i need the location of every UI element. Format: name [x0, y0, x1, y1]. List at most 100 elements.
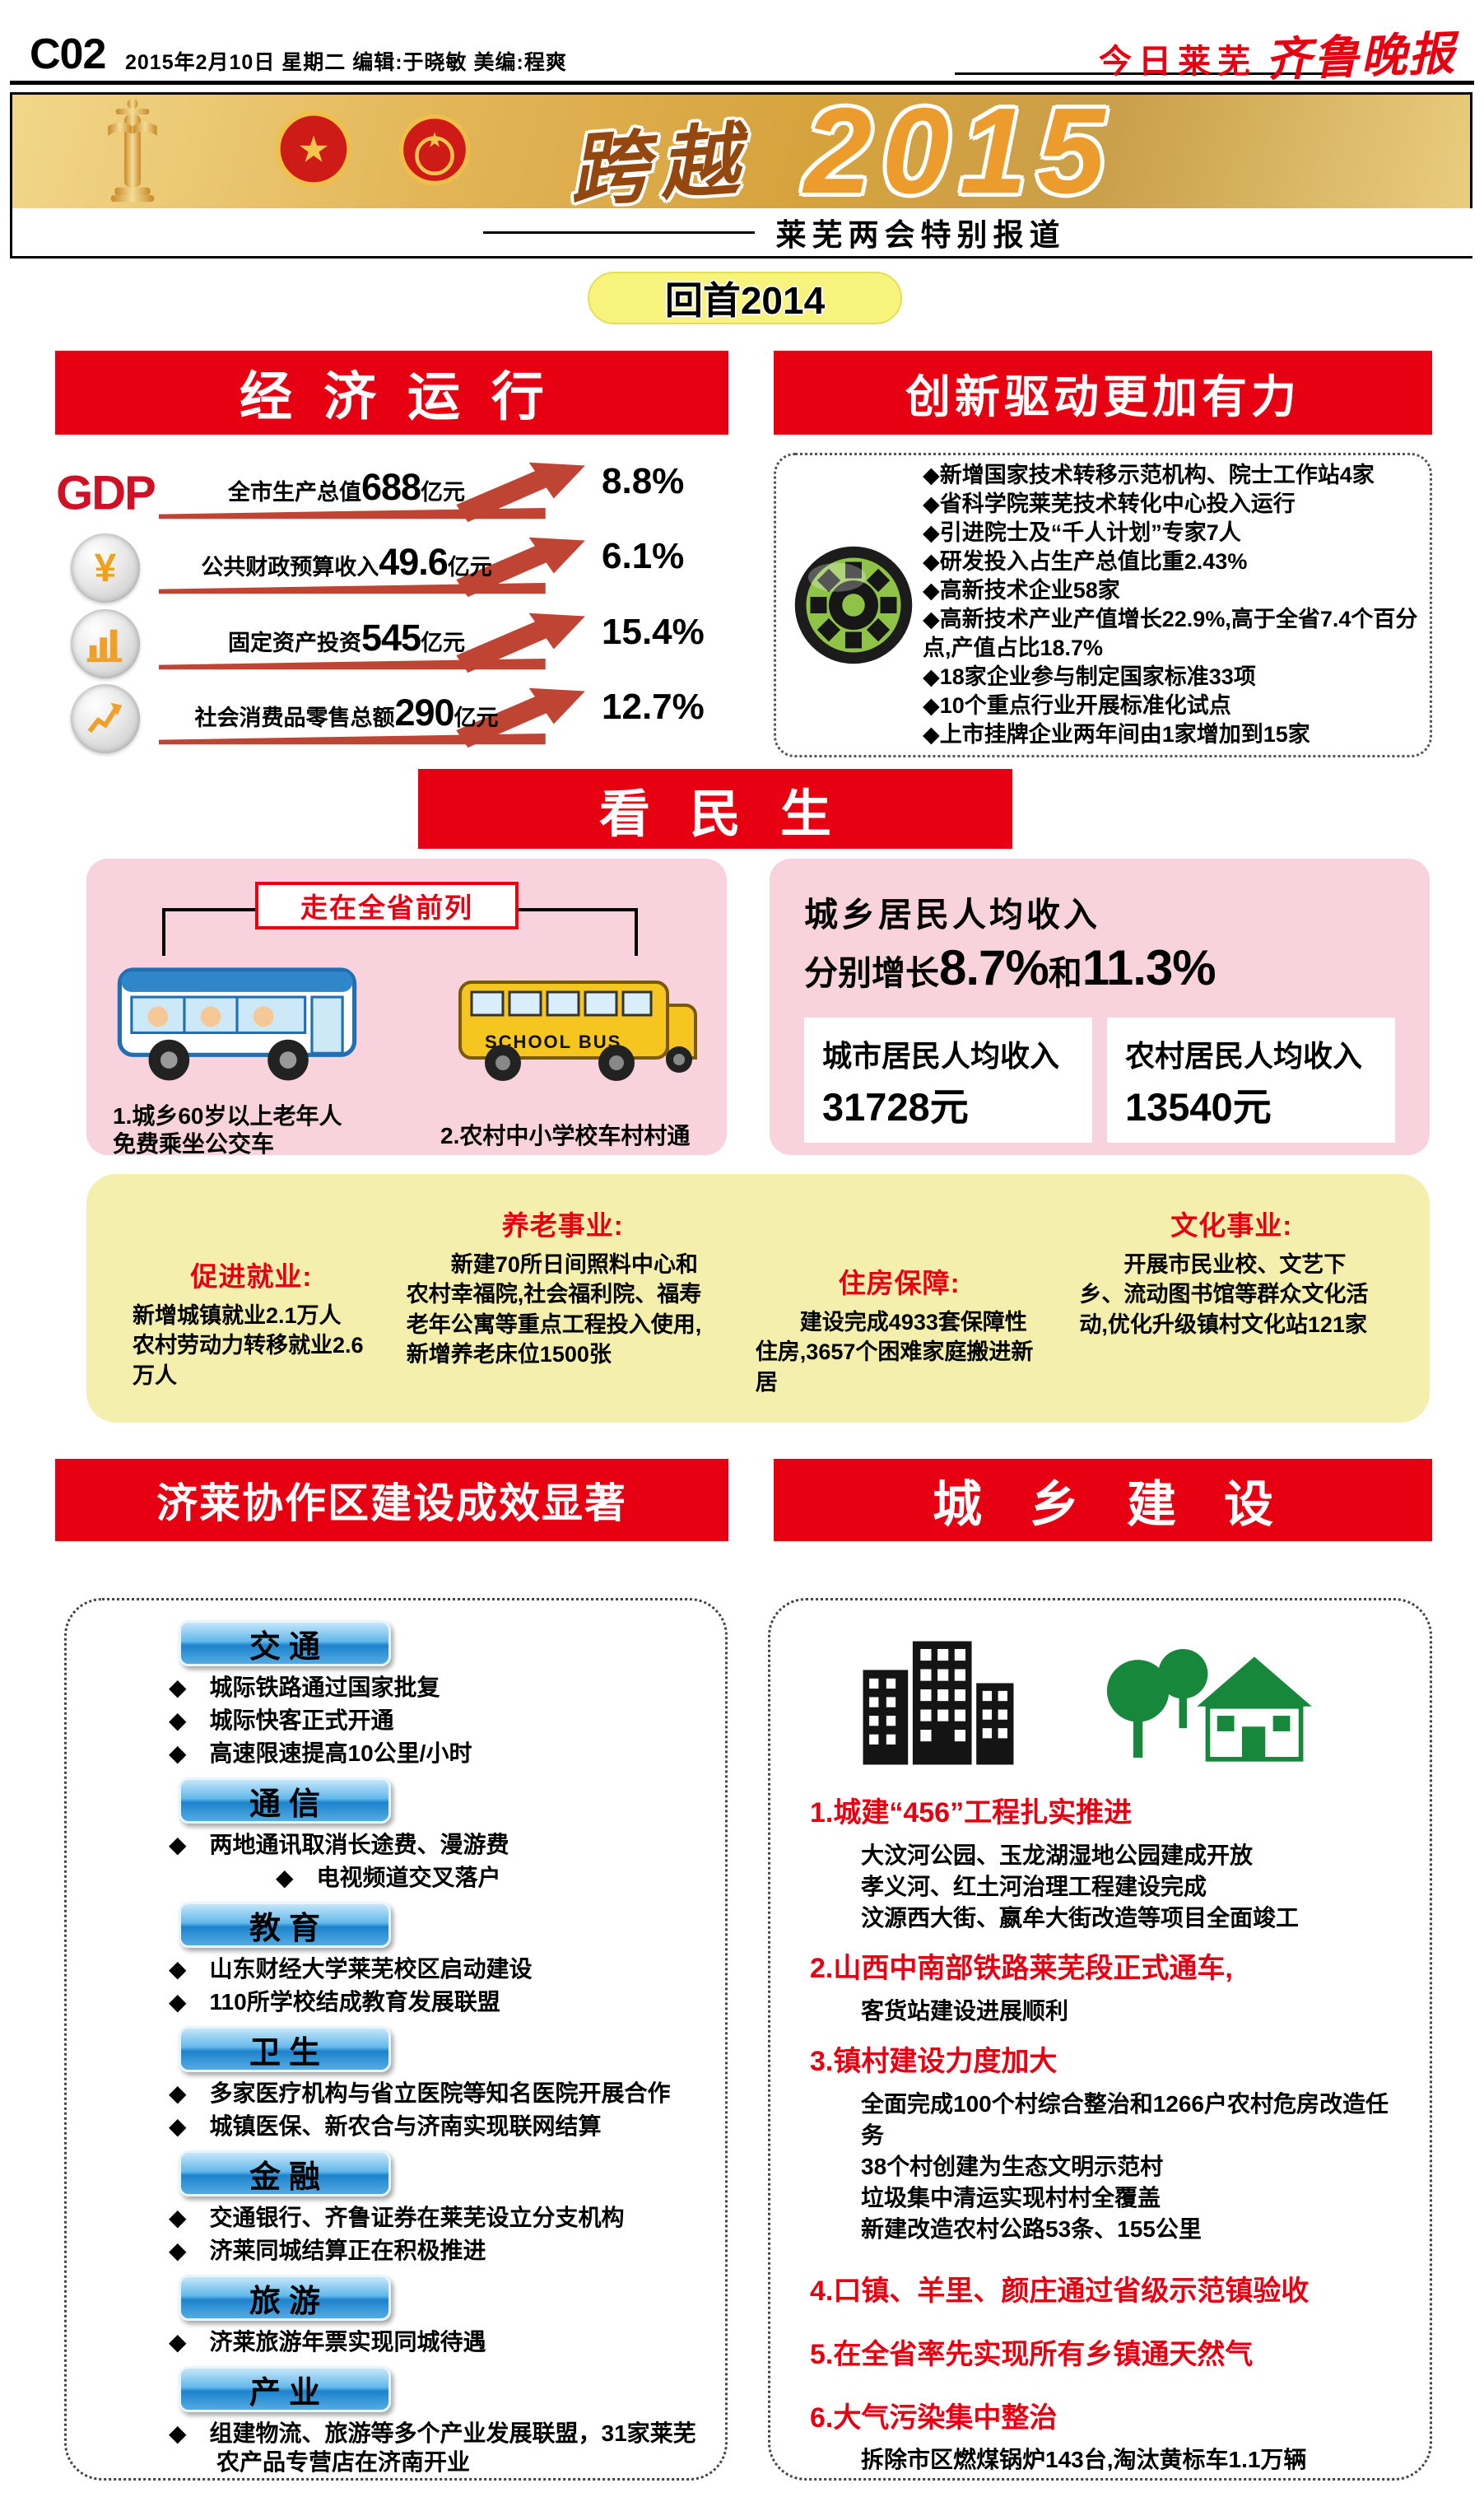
label-value: 290: [394, 691, 454, 734]
growth-prefix: 分别增长: [804, 954, 939, 992]
banner-artwork: ★ ★ 跨越 2015: [12, 95, 1470, 208]
highlight-title: 住房保障:: [838, 1268, 961, 1298]
economy-row-label: 全市生产总值688亿元: [162, 466, 531, 509]
highlight-body: 新建70所日间照料中心和农村幸福院,社会福利院、福寿老年公寓等重点工程投入使用,…: [406, 1252, 702, 1367]
yuan-coin-icon: ¥: [71, 533, 140, 603]
gear-icon: [784, 543, 923, 667]
urban-item-title: 1.城建“456”工程扎实推进: [810, 1797, 1133, 1829]
up-arrow-icon: [159, 683, 605, 749]
school-bus-illustration: SCHOOL BUS: [455, 951, 702, 1103]
urban-item-title: 6.大气污染集中整治: [810, 2402, 1058, 2434]
economy-row-investment: 固定资产投资545亿元 15.4%: [55, 608, 728, 679]
masthead-date-line: 2015年2月10日 星期二 编辑:于晓敏 美编:程爽: [125, 51, 567, 74]
innovation-bullet-list: ◆新增国家技术转移示范机构、院士工作站4家 ◆省科学院莱芜技术转化中心投入运行 …: [923, 461, 1418, 750]
label-prefix: 全市生产总值: [227, 480, 361, 505]
economy-row-label: 固定资产投资545亿元: [162, 617, 531, 659]
urban-item-title: 5.在全省率先实现所有乡镇通天然气: [810, 2338, 1254, 2370]
livelihood-highlights-panel: 促进就业: 新增城镇就业2.1万人 农村劳动力转移就业2.6万人 养老事业: 新…: [86, 1174, 1430, 1423]
income-card-label: 城市居民人均收入: [822, 1039, 1060, 1073]
label-suffix: 亿元: [421, 480, 466, 505]
label-prefix: 社会消费品零售总额: [194, 705, 395, 730]
bullet-item: ◆新增国家技术转移示范机构、院士工作站4家: [923, 462, 1375, 487]
line-chart-icon: [71, 683, 140, 753]
buildings-icon: [856, 1635, 1021, 1775]
list-item: ◆ 110所学校结成教育发展联盟: [169, 1989, 500, 2015]
list-item: ◆ 山东财经大学莱芜校区启动建设: [169, 1956, 533, 1982]
urban-item-title: 2.山西中南部铁路莱芜段正式通车,: [810, 1953, 1233, 1985]
label-suffix: 亿元: [447, 555, 492, 580]
highlight-title: 文化事业:: [1170, 1210, 1293, 1241]
pioneer-badge: 走在全省前列: [255, 882, 519, 929]
huabiao-pillar-icon: [101, 96, 164, 208]
income-card-value: 31728元: [822, 1085, 969, 1129]
jilai-section-header: 济莱协作区建设成效显著: [55, 1459, 728, 1541]
growth-and: 和: [1048, 954, 1082, 992]
highlight-elderly-care: 养老事业: 新建70所日间照料中心和农村幸福院,社会福利院、福寿老年公寓等重点工…: [407, 1204, 719, 1401]
banner-title-script: 跨越: [566, 115, 754, 208]
label-suffix: 亿元: [454, 705, 499, 730]
income-title: 城乡居民人均收入: [804, 896, 1100, 934]
special-report-banner: ★ ★ 跨越 2015 莱芜两会特别报道: [10, 92, 1484, 259]
label-prefix: 固定资产投资: [227, 630, 361, 655]
list-item: ◆ 多家医疗机构与省立医院等知名医院开展合作: [169, 2080, 671, 2106]
urban-icons-row: [856, 1635, 1393, 1775]
label-prefix: 公共财政预算收入: [201, 555, 379, 580]
bracket-line: [162, 908, 165, 956]
highlight-title: 促进就业:: [190, 1261, 313, 1292]
rural-income-card: 农村居民人均收入 13540元: [1107, 1018, 1395, 1143]
urban-income-card: 城市居民人均收入 31728元: [804, 1018, 1092, 1143]
highlight-employment: 促进就业: 新增城镇就业2.1万人 农村劳动力转移就业2.6万人: [133, 1204, 370, 1401]
label-value: 545: [361, 616, 421, 659]
economy-row-label: 公共财政预算收入49.6亿元: [162, 541, 531, 584]
svg-text:★: ★: [297, 129, 330, 170]
highlight-housing: 住房保障: 建设完成4933套保障性住房,3657个困难家庭搬进新居: [756, 1204, 1044, 1401]
urban-panel: 1.城建“456”工程扎实推进 大汶河公园、玉龙湖湿地公园建成开放 孝义河、红土…: [768, 1598, 1432, 2481]
bus-caption-2: 2.农村中小学校车村村通: [440, 1123, 691, 1148]
up-arrow-icon: [159, 533, 605, 599]
growth-percent: 6.1%: [602, 536, 685, 577]
banner-subtitle-strip: 莱芜两会特别报道: [45, 208, 1484, 256]
economy-row-retail: 社会消费品零售总额290亿元 12.7%: [55, 683, 728, 754]
economy-row-gdp: GDP 全市生产总值688亿元 8.8%: [55, 458, 728, 529]
highlight-culture: 文化事业: 开展市民业校、文艺下乡、流动图书馆等群众文化活动,优化升级镇村文化站…: [1079, 1204, 1384, 1401]
category-badge-finance: 金融: [179, 2150, 391, 2197]
bullet-item: ◆上市挂牌企业两年间由1家增加到15家: [923, 722, 1310, 748]
category-badge-telecom: 通信: [179, 1777, 391, 1824]
economy-row-label: 社会消费品零售总额290亿元: [162, 692, 531, 734]
list-item: ◆ 交通银行、齐鲁证券在莱芜设立分支机构: [169, 2205, 625, 2230]
banner-subtitle: 莱芜两会特别报道: [775, 218, 1066, 252]
newspaper-brand: 今日莱芜 齐鲁晚报: [1099, 20, 1457, 86]
banner-title-year: 2015: [804, 95, 1115, 208]
list-item: ◆ 济莱旅游年票实现同城待遇: [169, 2329, 486, 2355]
gdp-label: GDP: [56, 466, 156, 520]
innovation-panel: ◆新增国家技术转移示范机构、院士工作站4家 ◆省科学院莱芜技术转化中心投入运行 …: [774, 453, 1432, 757]
masthead-rule: [10, 81, 1474, 85]
national-emblem-icon: ★: [274, 109, 353, 193]
list-item: ◆ 两地通讯取消长途费、漫游费: [169, 1832, 509, 1857]
jilai-panel: 交通 ◆ 城际铁路通过国家批复 ◆ 城际快客正式开通 ◆ 高速限速提高10公里/…: [64, 1598, 728, 2481]
growth-percent: 12.7%: [602, 686, 705, 727]
livelihood-section-header: 看民生: [418, 769, 1012, 849]
list-item: ◆ 城镇医保、新农合与济南实现联网结算: [169, 2113, 602, 2139]
urban-item-details: 客货站建设进展顺利: [861, 1997, 1069, 2024]
urban-item-title: 3.镇村建设力度加大: [810, 2045, 1058, 2077]
economy-indicators: GDP 全市生产总值688亿元 8.8% ¥: [55, 454, 728, 757]
income-card-label: 农村居民人均收入: [1125, 1039, 1363, 1073]
bullet-item: ◆引进院士及“千人计划”专家7人: [923, 519, 1241, 545]
bullet-item: ◆研发投入占生产总值比重2.43%: [923, 548, 1248, 574]
brand-name-cn: 今日莱芜: [1099, 44, 1257, 80]
list-item: ◆ 济莱同城结算正在积极推进: [169, 2238, 486, 2263]
bullet-item: ◆高新技术产业产值增长22.9%,高于全省7.4个百分点,产值占比18.7%: [923, 607, 1418, 661]
lookback-2014-badge: 回首2014: [588, 272, 902, 324]
brand-name-script: 齐鲁晚报: [1264, 26, 1458, 86]
highlight-body: 建设完成4933套保障性住房,3657个困难家庭搬进新居: [755, 1310, 1034, 1395]
urban-item-details: 拆除市区燃煤锅炉143台,淘汰黄标车1.1万辆: [861, 2447, 1307, 2473]
urban-item-details: 大汶河公园、玉龙湖湿地公园建成开放 孝义河、红土河治理工程建设完成 汶源西大街、…: [861, 1842, 1300, 1931]
economy-row-fiscal: ¥ 公共财政预算收入49.6亿元 6.1%: [55, 533, 728, 603]
category-badge-transport: 交通: [179, 1620, 391, 1666]
category-badge-tourism: 旅游: [179, 2275, 391, 2321]
innovation-section-header: 创新驱动更加有力: [774, 351, 1432, 435]
subtitle-rule: [482, 231, 755, 234]
category-badge-education: 教育: [179, 1902, 391, 1948]
house-trees-icon: [1103, 1635, 1325, 1775]
